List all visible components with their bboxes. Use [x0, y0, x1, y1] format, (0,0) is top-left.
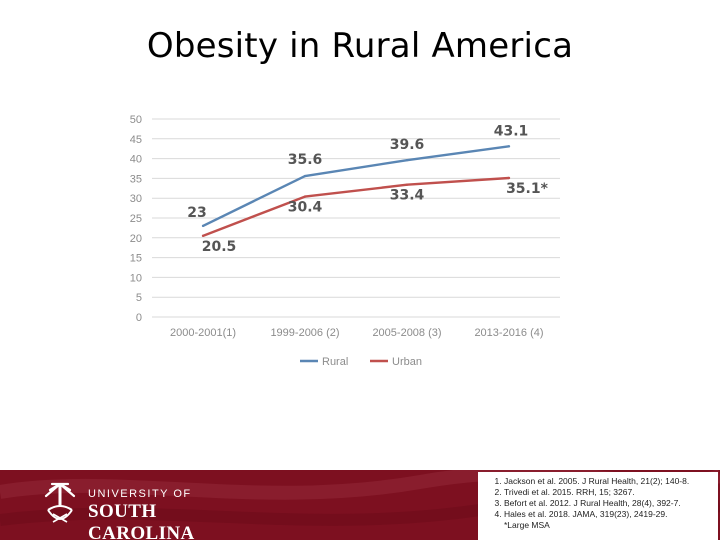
- slide-title: Obesity in Rural America: [146, 26, 574, 66]
- rural-point-1: [201, 224, 205, 228]
- y-tick-label-5: 5: [136, 292, 142, 304]
- legend-label-urban: Urban: [392, 356, 422, 368]
- legend-label-rural: Rural: [322, 356, 348, 368]
- x-tick-label-3: 2005-2008 (3): [372, 327, 441, 339]
- y-tick-label-45: 45: [130, 134, 142, 146]
- footnote: *Large MSA: [504, 520, 550, 530]
- logo-text-top: UNIVERSITY OF: [88, 488, 192, 500]
- y-tick-label-30: 30: [130, 193, 142, 205]
- rural-series-line: [202, 145, 510, 227]
- reference-4: Hales et al. 2018. JAMA, 319(23), 2419-2…: [504, 509, 718, 519]
- x-tick-label-1: 2000-2001(1): [170, 327, 236, 339]
- rural-point-3: [405, 158, 409, 162]
- y-tick-label-0: 0: [136, 312, 142, 324]
- urban-data-label-2: 30.4: [288, 200, 323, 216]
- urban-data-label-1: 20.5: [202, 239, 237, 255]
- urban-series-line: [202, 176, 510, 237]
- urban-point-2: [303, 195, 307, 198]
- x-tick-label-4: 2013-2016 (4): [474, 327, 543, 339]
- urban-data-label-3: 33.4: [390, 188, 425, 204]
- y-tick-label-50: 50: [130, 114, 142, 126]
- y-tick-label-15: 15: [130, 253, 142, 265]
- urban-data-label-4: 35.1*: [506, 181, 549, 197]
- rural-data-label-4: 43.1: [494, 123, 529, 139]
- y-tick-label-10: 10: [130, 272, 142, 284]
- urban-point-1: [201, 234, 205, 238]
- y-tick-label-40: 40: [130, 154, 142, 166]
- palmetto-seal-icon: [44, 482, 76, 523]
- urban-point-3: [405, 183, 409, 186]
- y-tick-label-20: 20: [130, 233, 142, 245]
- rural-data-label-1: 23: [187, 205, 206, 221]
- logo-text-bottom: SOUTH CAROLINA: [88, 501, 195, 544]
- rural-point-4: [507, 145, 511, 148]
- reference-1: Jackson et al. 2005. J Rural Health, 21(…: [504, 476, 718, 486]
- university-logo[interactable]: UNIVERSITY OF SOUTH CAROLINA: [40, 480, 260, 544]
- urban-point-4: [507, 176, 511, 180]
- reference-2: Trivedi et al. 2015. RRH, 15; 3267.: [504, 487, 718, 497]
- rural-data-label-3: 39.6: [390, 137, 425, 153]
- rural-point-2: [303, 174, 307, 178]
- reference-list: Jackson et al. 2005. J Rural Health, 21(…: [478, 472, 718, 519]
- y-tick-label-25: 25: [130, 213, 142, 225]
- x-tick-label-2: 1999-2006 (2): [270, 327, 339, 339]
- reference-3: Befort et al. 2012. J Rural Health, 28(4…: [504, 498, 718, 508]
- rural-data-label-2: 35.6: [288, 152, 323, 168]
- references-panel: Jackson et al. 2005. J Rural Health, 21(…: [478, 472, 718, 540]
- y-tick-label-35: 35: [130, 173, 142, 185]
